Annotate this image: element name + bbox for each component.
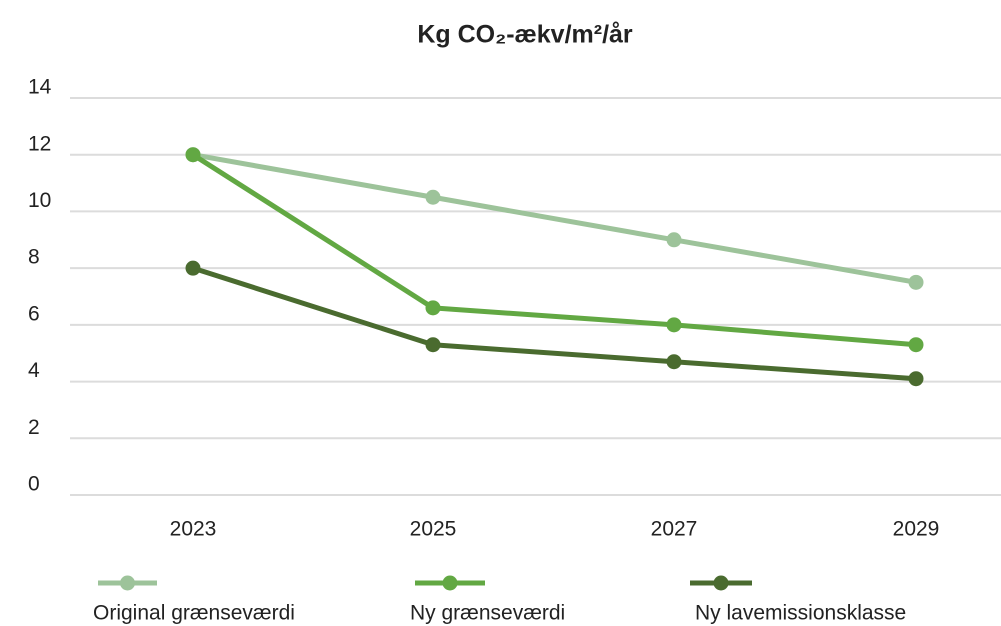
data-point — [666, 354, 682, 370]
y-tick-label: 6 — [28, 302, 40, 325]
chart-title: Kg CO₂-ækv/m²/år — [417, 21, 633, 49]
x-tick-label: 2027 — [651, 518, 698, 541]
x-tick-label: 2023 — [170, 518, 217, 541]
y-tick-label: 12 — [28, 132, 51, 155]
y-tick-label: 8 — [28, 246, 40, 269]
series-line — [192, 265, 917, 382]
data-point — [908, 371, 924, 387]
data-point — [185, 147, 201, 163]
y-tick-label: 0 — [28, 473, 40, 496]
y-tick-label: 10 — [28, 189, 51, 212]
data-point — [425, 300, 441, 316]
legend-marker — [713, 575, 729, 591]
data-point — [185, 260, 201, 276]
legend-marker — [442, 575, 458, 591]
y-tick-label: 2 — [28, 416, 40, 439]
series-line — [191, 152, 917, 348]
x-tick-label: 2025 — [410, 518, 457, 541]
y-tick-label: 14 — [28, 76, 52, 99]
series-line — [192, 152, 917, 285]
data-point — [425, 189, 441, 205]
data-point — [908, 274, 924, 290]
legend-marker — [120, 575, 135, 591]
x-tick-label: 2029 — [893, 518, 940, 541]
legend-label: Ny lavemissionsklasse — [695, 602, 906, 625]
data-point — [666, 232, 682, 248]
legend-label: Original grænseværdi — [93, 602, 295, 625]
data-point — [908, 337, 924, 353]
y-tick-label: 4 — [28, 359, 40, 382]
legend-label: Ny grænseværdi — [410, 602, 565, 625]
data-point — [425, 337, 441, 353]
data-point — [666, 317, 682, 333]
